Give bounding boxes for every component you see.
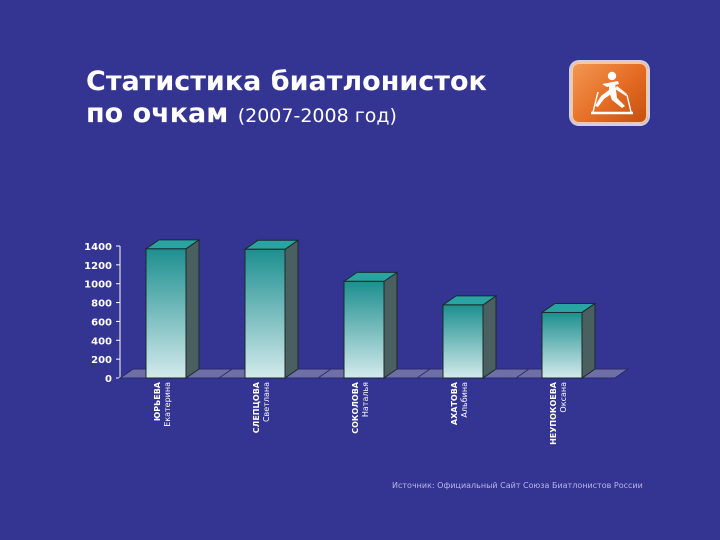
x-tick-label: НЕУПОКОЕВАОксана (549, 381, 568, 445)
bar-front (541, 311, 583, 379)
x-tick-firstname: Екатерина (163, 382, 172, 427)
biathlon-skier-icon (591, 71, 633, 115)
title-line-2: по очкам (2007-2008 год) (86, 98, 487, 132)
bar-front (244, 248, 286, 379)
y-tick-label: 0 (105, 374, 112, 385)
y-tick-label: 1400 (84, 242, 112, 253)
bar-front (442, 304, 484, 379)
bar-side (185, 238, 200, 379)
x-tick-firstname: Оксана (559, 382, 568, 413)
bar (441, 294, 498, 379)
bar-side (383, 271, 398, 379)
floor-divider (317, 368, 332, 379)
y-tick-label: 1200 (84, 261, 112, 272)
floor-divider (119, 368, 134, 379)
x-tick-surname: СЛЕПЦОВА (252, 381, 261, 433)
title-period: (2007-2008 год) (237, 105, 397, 127)
bar-front (343, 280, 385, 379)
x-tick-firstname: Светлана (262, 382, 271, 422)
bar (144, 238, 201, 379)
x-tick-surname: ЮРЬЕВА (153, 381, 162, 421)
y-tick-label: 800 (91, 299, 112, 310)
x-tick-surname: СОКОЛОВА (351, 381, 360, 434)
x-tick-label: СОКОЛОВАНаталья (351, 381, 370, 434)
y-tick-label: 600 (91, 317, 112, 328)
bar (342, 271, 399, 379)
bar (243, 239, 300, 379)
x-tick-label: СЛЕПЦОВАСветлана (252, 381, 271, 433)
source-note: Источник: Официальный Сайт Союза Биатлон… (392, 481, 643, 490)
x-tick-label: АХАТОВААльбина (450, 381, 469, 425)
x-axis-labels: ЮРЬЕВАЕкатерина СЛЕПЦОВАСветлана СОКОЛОВАН… (153, 381, 568, 445)
bar-side (482, 294, 497, 379)
floor-divider (218, 368, 233, 379)
bar-series (144, 238, 597, 379)
title-line-1: Статистика биатлонисток (86, 66, 487, 97)
x-tick-label: ЮРЬЕВАЕкатерина (153, 381, 172, 427)
bar-side (581, 302, 596, 379)
biathlon-logo (571, 62, 648, 124)
y-tick-label: 1000 (84, 280, 112, 291)
floor-divider (515, 368, 530, 379)
y-tick-label: 200 (91, 355, 112, 366)
floor-divider (614, 368, 629, 379)
bar (540, 302, 597, 379)
x-tick-surname: АХАТОВА (450, 381, 459, 425)
bar-front (145, 248, 187, 379)
title-line-2-bold: по очкам (86, 98, 229, 129)
y-tick-label: 400 (91, 336, 112, 347)
x-tick-firstname: Альбина (460, 382, 469, 418)
bar-side (284, 239, 299, 379)
page-title: Статистика биатлонисток по очкам (2007-2… (86, 66, 487, 132)
x-tick-surname: НЕУПОКОЕВА (549, 381, 558, 445)
y-axis: 0 200 400 600 800 1000 1200 1400 (84, 242, 121, 385)
x-tick-firstname: Наталья (361, 382, 370, 417)
floor-divider (416, 368, 431, 379)
